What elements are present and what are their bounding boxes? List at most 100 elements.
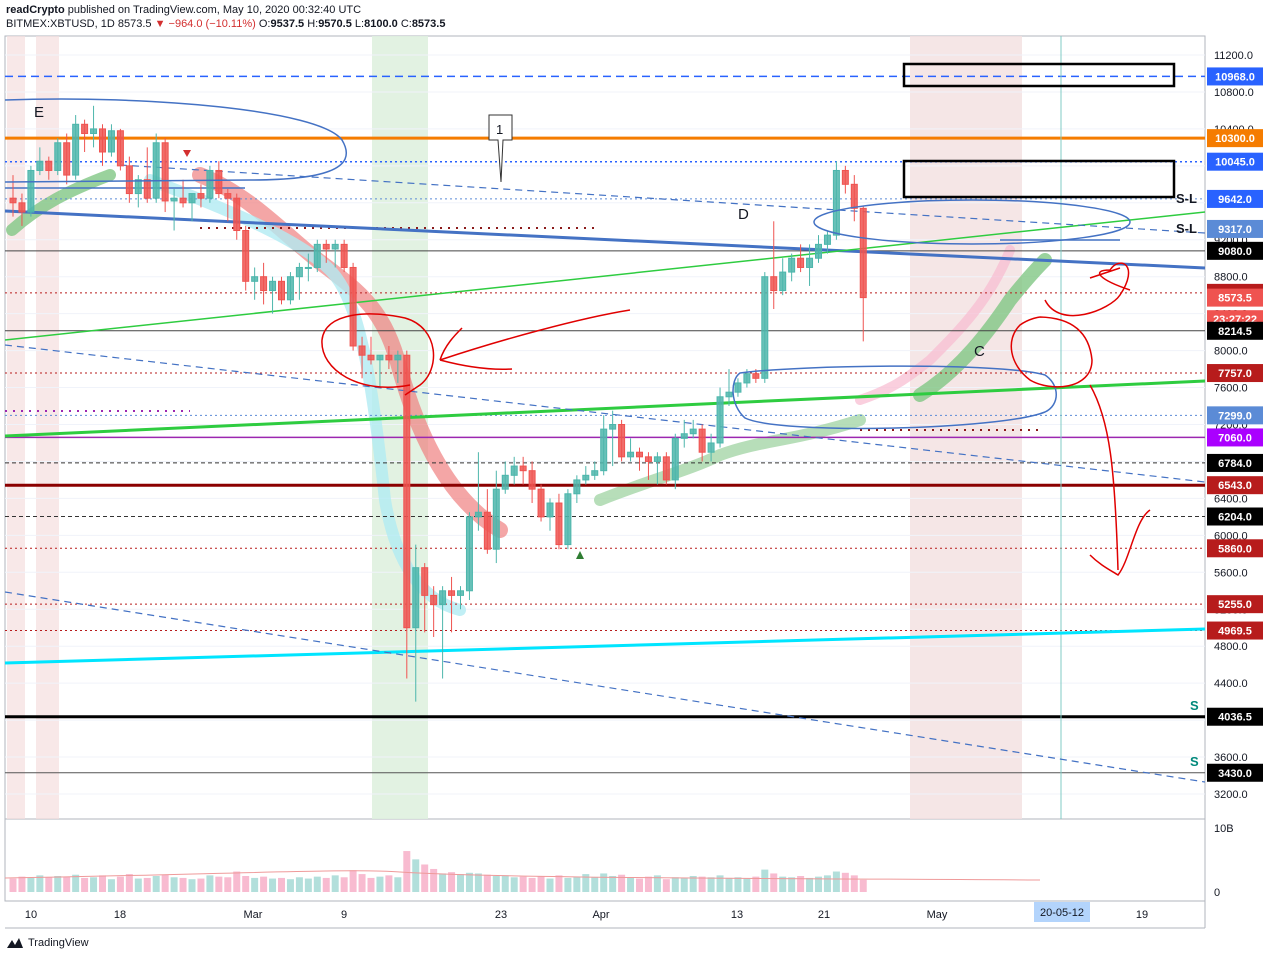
candle-body-85 bbox=[770, 276, 778, 292]
price-change: ▼ −964.0 (−10.11%) bbox=[154, 18, 256, 30]
annotation-sl-2: S-L bbox=[1176, 221, 1197, 236]
price-label-0: 10968.0 bbox=[1215, 71, 1255, 83]
candle-body-26 bbox=[242, 230, 250, 282]
volume-bar-13 bbox=[125, 874, 133, 892]
candle-body-43 bbox=[394, 354, 402, 361]
blue-dashed-trendline-1 bbox=[5, 344, 1205, 483]
candle-body-75 bbox=[680, 433, 688, 439]
tradingview-logo[interactable]: TradingView bbox=[6, 937, 89, 949]
volume-bar-93 bbox=[841, 872, 849, 892]
candle-body-15 bbox=[143, 179, 151, 199]
price-label-15: 6204.0 bbox=[1218, 512, 1252, 524]
annotation-e: E bbox=[34, 104, 44, 121]
volume-bar-36 bbox=[331, 875, 339, 892]
volume-bar-66 bbox=[600, 873, 608, 892]
volume-bar-49 bbox=[448, 872, 456, 892]
candle-body-0 bbox=[9, 197, 17, 204]
volume-bar-59 bbox=[537, 876, 545, 892]
candle-body-90 bbox=[815, 243, 822, 259]
brand-name: TradingView bbox=[28, 937, 89, 949]
volume-bar-55 bbox=[501, 875, 509, 892]
volume-bar-87 bbox=[788, 877, 796, 892]
candle-body-59 bbox=[537, 488, 545, 518]
volume-bar-88 bbox=[797, 876, 805, 892]
annotation-s-2: S bbox=[1190, 754, 1199, 769]
volume-bar-34 bbox=[313, 876, 321, 892]
price-label-18: 4969.5 bbox=[1218, 626, 1252, 638]
date-marker-box bbox=[1034, 902, 1090, 922]
volume-bar-4 bbox=[45, 877, 53, 892]
high-label: H: bbox=[307, 18, 319, 30]
volume-bar-12 bbox=[116, 876, 124, 892]
candle-body-18 bbox=[170, 197, 178, 202]
grid bbox=[5, 54, 1205, 795]
volume-bar-57 bbox=[519, 876, 527, 892]
author-name[interactable]: readCrypto bbox=[6, 4, 65, 16]
candle-body-63 bbox=[573, 479, 581, 495]
volume-bar-27 bbox=[251, 877, 259, 892]
price-label-14: 6543.0 bbox=[1218, 480, 1252, 492]
price-label-box-7 bbox=[1207, 288, 1263, 307]
symbol-header: BITMEX:XBTUSD, 1D 8573.5 ▼ −964.0 (−10.1… bbox=[6, 18, 445, 30]
price-label-4: 9317.0 bbox=[1218, 224, 1252, 236]
tradingview-logo-icon bbox=[6, 937, 24, 949]
price-label-box-15 bbox=[1207, 507, 1263, 526]
volume-bar-62 bbox=[564, 877, 572, 892]
volume-bar-22 bbox=[206, 875, 214, 892]
y-tick-16: 4800.0 bbox=[1214, 641, 1248, 653]
price-label-box-4 bbox=[1207, 219, 1263, 238]
candle-body-32 bbox=[295, 266, 303, 278]
price-labels: 10968.0 10300.0 10045.0 9642.0 9317.0 9080.0 8… bbox=[1207, 67, 1263, 782]
candle-body-81 bbox=[734, 382, 742, 393]
volume-tick-10b: 10B bbox=[1214, 823, 1234, 835]
annotation-c: C bbox=[974, 343, 985, 360]
volume-bar-60 bbox=[546, 878, 554, 892]
candle-body-88 bbox=[797, 257, 805, 268]
volume-bar-74 bbox=[671, 877, 679, 892]
volume-bar-70 bbox=[636, 878, 643, 892]
volume-bar-91 bbox=[823, 875, 831, 892]
blue-ellipse-e bbox=[5, 98, 348, 183]
volume-bar-72 bbox=[653, 875, 661, 892]
candle-body-36 bbox=[331, 243, 339, 250]
candle-body-48 bbox=[439, 590, 447, 606]
candle-body-80 bbox=[725, 391, 733, 398]
candle-body-71 bbox=[644, 456, 652, 462]
candle-body-14 bbox=[134, 179, 142, 195]
red-ma-ribbon bbox=[192, 167, 508, 538]
volume-bar-85 bbox=[770, 873, 778, 892]
x-tick-1: 18 bbox=[114, 909, 126, 921]
volume-bar-2 bbox=[27, 877, 35, 892]
candle-body-55 bbox=[501, 474, 509, 490]
candle-body-41 bbox=[376, 354, 384, 361]
volume-bar-83 bbox=[752, 876, 760, 892]
candle-body-30 bbox=[278, 280, 285, 301]
price-label-box-18 bbox=[1207, 621, 1263, 640]
annotation-1: 1 bbox=[496, 122, 503, 137]
volume-bar-94 bbox=[850, 875, 858, 892]
volume-bar-65 bbox=[591, 877, 599, 892]
volume-bar-41 bbox=[376, 876, 384, 892]
volume-bar-19 bbox=[179, 877, 187, 892]
y-tick-9: 7600.0 bbox=[1214, 383, 1248, 395]
candle-body-35 bbox=[322, 243, 330, 250]
candle-body-79 bbox=[716, 396, 724, 444]
blue-dashed-trendline-2 bbox=[5, 591, 1205, 783]
candle-body-74 bbox=[671, 437, 679, 481]
volume-bar-37 bbox=[340, 877, 348, 892]
volume-bar-40 bbox=[367, 877, 375, 892]
volume-bar-3 bbox=[36, 875, 44, 892]
red-circle-left bbox=[321, 313, 435, 396]
ohlc-high: H:9570.5 bbox=[307, 18, 352, 30]
candle-body-67 bbox=[609, 424, 617, 430]
black-box-mid bbox=[902, 159, 1176, 199]
candle-body-76 bbox=[689, 428, 697, 435]
candle-body-94 bbox=[850, 183, 858, 209]
candle-body-11 bbox=[107, 130, 115, 153]
pink-zone-2 bbox=[36, 36, 59, 819]
volume-tick-0: 0 bbox=[1214, 887, 1220, 899]
candle-body-45 bbox=[412, 567, 420, 629]
candle-body-58 bbox=[528, 470, 536, 490]
candle-body-60 bbox=[546, 502, 554, 518]
